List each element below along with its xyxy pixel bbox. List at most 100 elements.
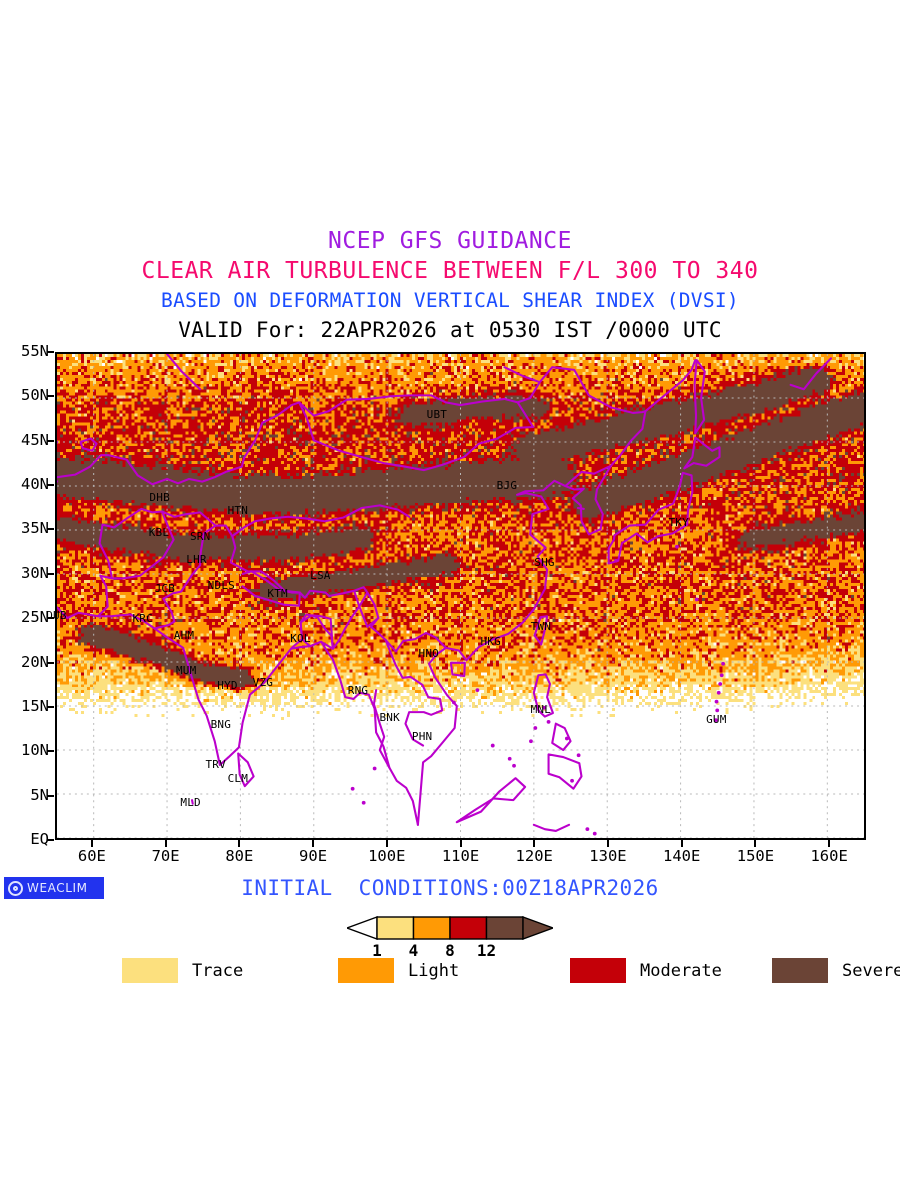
title-line-agency: NCEP GFS GUIDANCE: [328, 228, 572, 254]
lat-tick-mark: [47, 750, 54, 753]
colorbar-band-3: [485, 916, 524, 940]
map-canvas: [57, 354, 864, 838]
lat-tick-label: 35N: [21, 519, 49, 538]
lon-tick-label: 60E: [77, 847, 106, 865]
colorbar-tick-1: 1: [372, 941, 382, 960]
lat-tick-label: 10N: [21, 741, 49, 760]
legend-item-trace: Trace: [122, 958, 243, 983]
city-label-shg: SHG: [534, 556, 555, 570]
city-label-rng: RNG: [347, 683, 369, 697]
lon-tick-label: 100E: [368, 847, 406, 865]
city-label-ktm: KTM: [267, 587, 288, 601]
lon-tick-label: 80E: [225, 847, 254, 865]
lon-tick-label: 160E: [810, 847, 848, 865]
colorbar-tick-12: 12: [476, 941, 497, 960]
coastlines-and-borders: [57, 354, 833, 838]
colorbar-band-1: [412, 916, 451, 940]
colorbar-tick-labels: 1 4 8 12: [347, 941, 553, 961]
city-label-ahm: AHM: [173, 628, 195, 642]
lon-tick-label: 110E: [441, 847, 480, 865]
colorbar-tick-8: 8: [445, 941, 455, 960]
lat-tick-label: 30N: [21, 563, 49, 582]
lon-tick-mark: [90, 840, 93, 847]
legend-swatch-trace: [122, 958, 178, 983]
city-label-htn: HTN: [227, 503, 249, 517]
legend-label-trace: Trace: [192, 960, 244, 981]
city-label-kol: KOL: [290, 632, 311, 646]
lon-tick-label: 120E: [515, 847, 553, 865]
city-label-krc: KRC: [132, 612, 153, 626]
lat-tick-mark: [47, 839, 54, 841]
city-label-kbl: KBL: [148, 526, 170, 539]
lat-tick-mark: [47, 705, 54, 708]
lon-tick-mark: [606, 840, 609, 847]
lat-tick-mark: [47, 484, 54, 487]
city-label-mnl: MNL: [530, 703, 552, 717]
title-line-product: CLEAR AIR TURBULENCE BETWEEN F/L 300 TO …: [141, 258, 759, 284]
city-label-clm: CLM: [227, 771, 249, 785]
initial-conditions-text: INITIAL CONDITIONS:00Z18APR2026: [241, 876, 659, 900]
city-label-gum: GUM: [706, 713, 727, 727]
lon-tick-mark: [312, 840, 315, 847]
turbulence-field: [57, 354, 864, 838]
city-label-twn: TWN: [530, 620, 552, 634]
map-container[interactable]: [55, 352, 866, 840]
legend-row: Trace Light Moderate Severe: [0, 958, 900, 988]
lat-tick-mark: [47, 395, 54, 398]
lon-tick-mark: [828, 840, 831, 847]
lon-tick-mark: [164, 840, 167, 847]
lat-tick-label: 45N: [21, 430, 49, 449]
lat-tick-mark: [47, 572, 54, 575]
lat-tick-mark: [47, 351, 54, 353]
legend-item-light: Light: [338, 958, 459, 983]
lat-tick-mark: [47, 617, 54, 620]
city-label-dub: DUB: [46, 608, 67, 622]
lat-tick-label: 5N: [30, 785, 49, 804]
lon-tick-mark: [754, 840, 757, 847]
lat-tick-mark: [47, 439, 54, 442]
city-label-srn: SRN: [189, 530, 211, 544]
city-label-hno: HNO: [418, 646, 439, 660]
lat-tick-label: 15N: [21, 696, 49, 715]
title-line-method: BASED ON DEFORMATION VERTICAL SHEAR INDE…: [161, 289, 739, 312]
lon-tick-label: 150E: [736, 847, 775, 865]
lon-tick-label: 90E: [299, 847, 328, 865]
city-label-lhr: LHR: [186, 552, 207, 566]
lat-tick-label: EQ: [30, 830, 49, 848]
lat-tick-mark: [47, 528, 54, 531]
city-label-bjg: BJG: [496, 478, 518, 492]
colorbar: [347, 915, 553, 941]
lon-tick-label: 130E: [589, 847, 627, 865]
lon-tick-label: 140E: [663, 847, 701, 865]
city-label-bnk: BNK: [379, 710, 400, 724]
city-label-trv: TRV: [205, 757, 226, 771]
city-label-mum: MUM: [175, 663, 197, 677]
lat-tick-mark: [47, 794, 54, 797]
turbulence-band-trace: [57, 354, 864, 720]
city-label-dhb: DHB: [149, 490, 170, 504]
legend-swatch-severe: [772, 958, 828, 983]
city-label-lsa: LSA: [310, 569, 331, 583]
title-line-valid-time: VALID For: 22APR2026 at 0530 IST /0000 U…: [178, 318, 722, 342]
legend-label-moderate: Moderate: [640, 960, 722, 981]
weaclim-badge[interactable]: WEACLIM: [4, 877, 104, 899]
circle-logo-icon: [8, 880, 23, 896]
lat-tick-label: 20N: [21, 652, 49, 671]
colorbar-band-0: [376, 916, 415, 940]
title-block: NCEP GFS GUIDANCE CLEAR AIR TURBULENCE B…: [0, 226, 900, 345]
city-label-jcb: JCB: [154, 581, 176, 595]
colorbar-band-2: [449, 916, 488, 940]
city-label-bng: BNG: [210, 717, 232, 731]
lon-tick-mark: [533, 840, 536, 847]
city-label-ndls: NDLS: [207, 579, 235, 593]
lat-tick-mark: [47, 661, 54, 664]
city-label-tky: TKY: [668, 516, 689, 530]
city-label-vzg: VZG: [252, 675, 274, 689]
lat-tick-label: 55N: [21, 342, 49, 360]
lat-tick-label: 50N: [21, 386, 49, 405]
lon-tick-mark: [459, 840, 462, 847]
lat-tick-label: 40N: [21, 475, 49, 494]
city-label-hyd: HYD: [217, 678, 238, 692]
turbulence-band-severe: [57, 365, 864, 688]
lat-tick-label: 25N: [21, 608, 49, 627]
